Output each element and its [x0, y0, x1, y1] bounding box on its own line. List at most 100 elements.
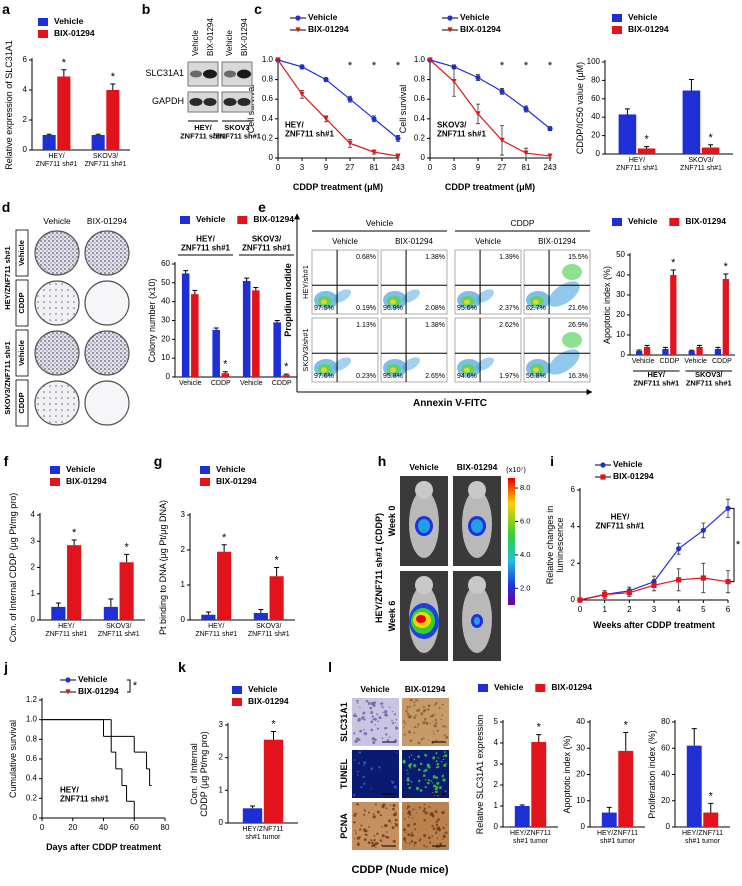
ihc-texture — [393, 713, 397, 716]
ihc-texture — [435, 752, 438, 755]
significance-star: * — [709, 790, 714, 802]
x-tick-label: HEY/ZNF711 sh#1 — [616, 157, 658, 172]
y-tick-label: 1.0 — [262, 55, 274, 64]
colony-plate — [34, 280, 80, 326]
flow-x-label: Annexin V-FITC — [413, 398, 487, 409]
ihc-texture — [444, 790, 447, 793]
y-tick-label: 3 — [31, 536, 36, 545]
error-bar — [192, 289, 198, 295]
ihc-texture — [363, 718, 366, 721]
significance-star: * — [284, 361, 289, 373]
mouse-head — [468, 576, 486, 594]
ihc-column-label: Vehicle — [360, 684, 390, 694]
legend-swatch — [478, 684, 488, 692]
x-tick-label: 3 — [452, 163, 457, 172]
ihc-texture — [363, 813, 366, 816]
ihc-texture — [404, 722, 407, 725]
error-bar — [61, 69, 67, 77]
chart-note: HEY/ZNF711 sh#1 — [285, 121, 334, 139]
ihc-texture — [422, 809, 426, 813]
colony-treatment-label: Vehicle — [17, 340, 26, 366]
legend-label: BIX-01294 — [66, 476, 107, 486]
legend-label: BIX-01294 — [78, 686, 119, 696]
ihc-texture — [410, 754, 413, 756]
ihc-texture — [443, 734, 446, 737]
ihc-texture — [362, 775, 366, 779]
marker — [499, 88, 505, 94]
ihc-texture — [418, 839, 421, 842]
flow-column-label: Vehicle — [332, 237, 358, 246]
ihc-texture — [431, 824, 434, 828]
flow-treatment-label: CDDP — [510, 218, 534, 228]
x-tick-label: HEY/ZNF711 sh#1 tumor — [682, 830, 723, 845]
y-tick-label: 60 — [591, 94, 600, 103]
ihc-texture — [430, 812, 434, 816]
ihc-texture — [435, 760, 438, 763]
ihc-texture — [432, 756, 436, 760]
ihc-texture — [403, 733, 406, 736]
ihc-texture — [434, 703, 437, 706]
ihc-texture — [407, 714, 409, 717]
y-axis-label: Con. of Internal CDDP (μg Pt/mg pro) — [8, 493, 18, 643]
series-line — [429, 59, 551, 157]
error-bar — [606, 806, 612, 813]
ihc-texture — [376, 713, 378, 715]
bar — [701, 147, 720, 154]
ihc-texture — [375, 846, 377, 849]
ihc-texture — [357, 841, 360, 844]
bar — [686, 745, 702, 827]
ihc-texture — [358, 751, 362, 754]
ihc-texture — [356, 702, 359, 704]
blot-band — [189, 98, 203, 106]
x-tick-label: HEY/ZNF711 sh#1 — [45, 623, 87, 638]
bar — [269, 576, 284, 620]
bar — [514, 806, 530, 827]
ihc-texture — [369, 706, 373, 710]
ihc-texture — [424, 811, 428, 815]
ihc-texture — [386, 831, 388, 833]
marker — [371, 116, 377, 122]
ihc-texture — [440, 718, 442, 721]
imaging-column-label: BIX-01294 — [457, 462, 498, 472]
ihc-texture — [370, 839, 373, 842]
marker — [395, 153, 401, 159]
panel-letter: c — [254, 1, 262, 17]
marker — [700, 575, 706, 581]
y-axis-label: Relative changes inluminescence — [545, 506, 565, 585]
x-tick-label: 27 — [498, 163, 507, 172]
ihc-texture — [424, 768, 428, 772]
bar — [682, 90, 701, 154]
marker — [475, 111, 481, 117]
ihc-texture — [432, 792, 434, 794]
x-tick-label: 4 — [676, 605, 681, 614]
legend-label: Vehicle — [216, 464, 246, 474]
error-bar — [222, 371, 228, 374]
legend-label: BIX-01294 — [216, 476, 257, 486]
x-tick-label: CDDP — [659, 358, 679, 365]
legend-swatch — [50, 478, 60, 486]
ihc-texture — [410, 840, 414, 843]
ihc-texture — [362, 711, 366, 715]
legend-label: Vehicle — [628, 216, 658, 226]
quadrant-percent: 21.6% — [568, 305, 588, 312]
chart-note: HEY/ZNF711 sh#1 — [60, 786, 109, 804]
y-tick-label: 5 — [494, 717, 499, 726]
ihc-texture — [408, 763, 412, 767]
error-bar — [536, 734, 542, 742]
x-tick-label: HEY/ZNF711 sh#1 tumor — [242, 826, 283, 841]
ihc-image — [352, 802, 399, 850]
legend-label: Vehicle — [613, 459, 643, 469]
ihc-texture — [378, 716, 382, 720]
error-bar — [644, 344, 650, 347]
y-axis-label: CDDP/IC50 value (μM) — [575, 62, 585, 154]
x-axis-label: CDDP treatment (μM) — [293, 182, 383, 192]
x-tick-label: 0 — [40, 823, 45, 832]
ihc-texture — [418, 779, 421, 783]
ihc-texture — [427, 708, 430, 711]
ihc-texture — [416, 709, 419, 712]
blot-band — [223, 98, 237, 106]
x-tick-label: 6 — [726, 605, 731, 614]
panel-letter: d — [2, 199, 11, 215]
y-tick-label: 2 — [181, 545, 186, 554]
ihc-row-label: PCNA — [339, 813, 349, 839]
